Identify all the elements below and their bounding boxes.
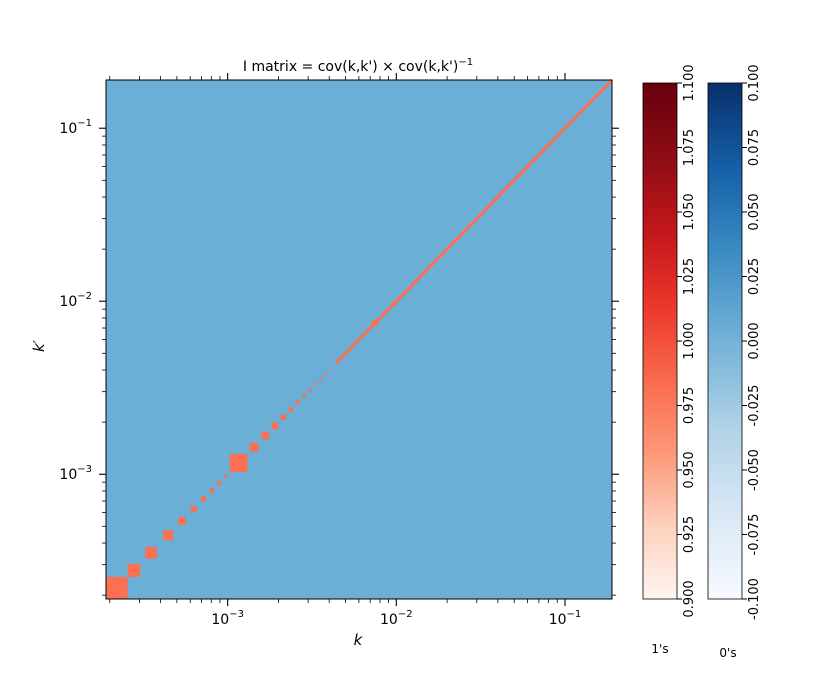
x-axis-label: k bbox=[354, 631, 364, 649]
diagonal-line bbox=[335, 78, 614, 364]
x-tick-label: 10−3 bbox=[211, 609, 244, 628]
diagonal-cell bbox=[190, 506, 197, 512]
colorbar-ones-fill bbox=[642, 82, 678, 600]
colorbar-tick-label: -0.075 bbox=[747, 514, 762, 556]
colorbar-ones-ticks: 0.900 0.925 0.950 0.975 1.000 1.025 1.050 1.075… bbox=[677, 64, 697, 618]
diagonal-cell bbox=[223, 474, 227, 479]
diagonal-cell bbox=[325, 372, 328, 375]
colorbar-tick-label: 1.050 bbox=[682, 193, 697, 230]
y-tick-label-base: 10 bbox=[59, 121, 77, 137]
x-axis-ticks: 10−3 10−2 10−1 bbox=[109, 73, 582, 628]
diagonal-cell bbox=[319, 377, 323, 380]
y-tick-label-exp: −3 bbox=[77, 464, 92, 475]
diagonal-cell bbox=[335, 362, 338, 364]
colorbar-tick-label: 0.950 bbox=[682, 451, 697, 488]
diagonal-cell bbox=[229, 453, 248, 473]
x-tick-label-base: 10 bbox=[211, 612, 229, 628]
y-tick-label-base: 10 bbox=[59, 467, 77, 483]
colorbar-tick-label: 0.100 bbox=[747, 64, 762, 101]
colorbar-tick-label: 0.075 bbox=[747, 129, 762, 166]
colorbar-tick-label: 0.900 bbox=[682, 580, 697, 617]
colorbar-tick-label: -0.100 bbox=[747, 578, 762, 620]
diagonal-cell bbox=[200, 496, 207, 502]
colorbar-tick-label: 1.075 bbox=[682, 129, 697, 166]
colorbar-zeros-ticks: -0.100 -0.075 -0.050 -0.025 0.000 0.025 0.050 0… bbox=[742, 64, 762, 620]
diagonal-cell bbox=[178, 517, 186, 525]
y-tick-label: 10−3 bbox=[59, 464, 92, 483]
diagonal-cell bbox=[163, 530, 174, 541]
diagonal-cell bbox=[145, 546, 157, 559]
colorbar-ones-label: 1's bbox=[651, 642, 668, 656]
diagonal-cell bbox=[127, 563, 141, 577]
x-tick-label-base: 10 bbox=[549, 612, 567, 628]
diagonal-cell bbox=[106, 576, 128, 599]
diagonal-cell bbox=[295, 400, 300, 405]
diagonal-cell bbox=[288, 406, 294, 412]
colorbar-tick-label: 0.050 bbox=[747, 193, 762, 230]
x-tick-label: 10−1 bbox=[549, 609, 582, 628]
x-tick-label-base: 10 bbox=[380, 612, 398, 628]
chart-title-text: I matrix = cov(k,k') × cov(k,k') bbox=[243, 59, 458, 75]
colorbar-tick-label: 0.025 bbox=[747, 258, 762, 295]
colorbar-tick-label: -0.025 bbox=[747, 385, 762, 427]
colorbar-tick-label: 0.000 bbox=[747, 322, 762, 359]
diagonal-cell bbox=[217, 480, 222, 486]
y-tick-label-base: 10 bbox=[59, 294, 77, 310]
colorbar-tick-label: 1.000 bbox=[682, 322, 697, 359]
diagonal-cell bbox=[249, 442, 259, 452]
diagonal-cell bbox=[280, 414, 287, 420]
diagonal-cell bbox=[261, 431, 270, 440]
colorbar-tick-label: 1.025 bbox=[682, 258, 697, 295]
colorbar-zeros: -0.100 -0.075 -0.050 -0.025 0.000 0.025 0.050 0… bbox=[707, 64, 762, 660]
colorbar-tick-label: 0.925 bbox=[682, 516, 697, 553]
x-tick-label-exp: −1 bbox=[567, 609, 582, 620]
diagonal-cell bbox=[209, 488, 215, 493]
colorbar-tick-label: -0.050 bbox=[747, 449, 762, 491]
colorbar-zeros-fill bbox=[707, 82, 743, 600]
colorbar-tick-label: 1.100 bbox=[682, 64, 697, 101]
chart-title-superscript: −1 bbox=[458, 57, 473, 68]
diagonal-cell bbox=[302, 394, 306, 398]
heatmap-plot bbox=[105, 78, 614, 600]
y-tick-label-exp: −2 bbox=[77, 291, 92, 302]
chart-title: I matrix = cov(k,k') × cov(k,k')−1 bbox=[243, 57, 473, 75]
y-axis-label: k′ bbox=[30, 339, 48, 352]
colorbar-zeros-label: 0's bbox=[719, 646, 736, 660]
colorbar-ones: 0.900 0.925 0.950 0.975 1.000 1.025 1.050 1.075… bbox=[642, 64, 697, 656]
y-tick-label-exp: −1 bbox=[77, 118, 92, 129]
diagonal-cell bbox=[314, 382, 318, 386]
diagonal-cell bbox=[308, 388, 312, 392]
y-tick-label: 10−1 bbox=[59, 118, 92, 137]
x-tick-label-exp: −3 bbox=[229, 609, 244, 620]
colorbar-tick-label: 0.975 bbox=[682, 387, 697, 424]
y-tick-label: 10−2 bbox=[59, 291, 92, 310]
diagonal-cell bbox=[330, 367, 332, 370]
y-axis-ticks: 10−310−210−1 bbox=[59, 118, 619, 596]
diagonal-cells bbox=[106, 300, 398, 599]
x-tick-label-exp: −2 bbox=[398, 609, 413, 620]
x-tick-label: 10−2 bbox=[380, 609, 413, 628]
diagonal-cell bbox=[271, 422, 279, 430]
